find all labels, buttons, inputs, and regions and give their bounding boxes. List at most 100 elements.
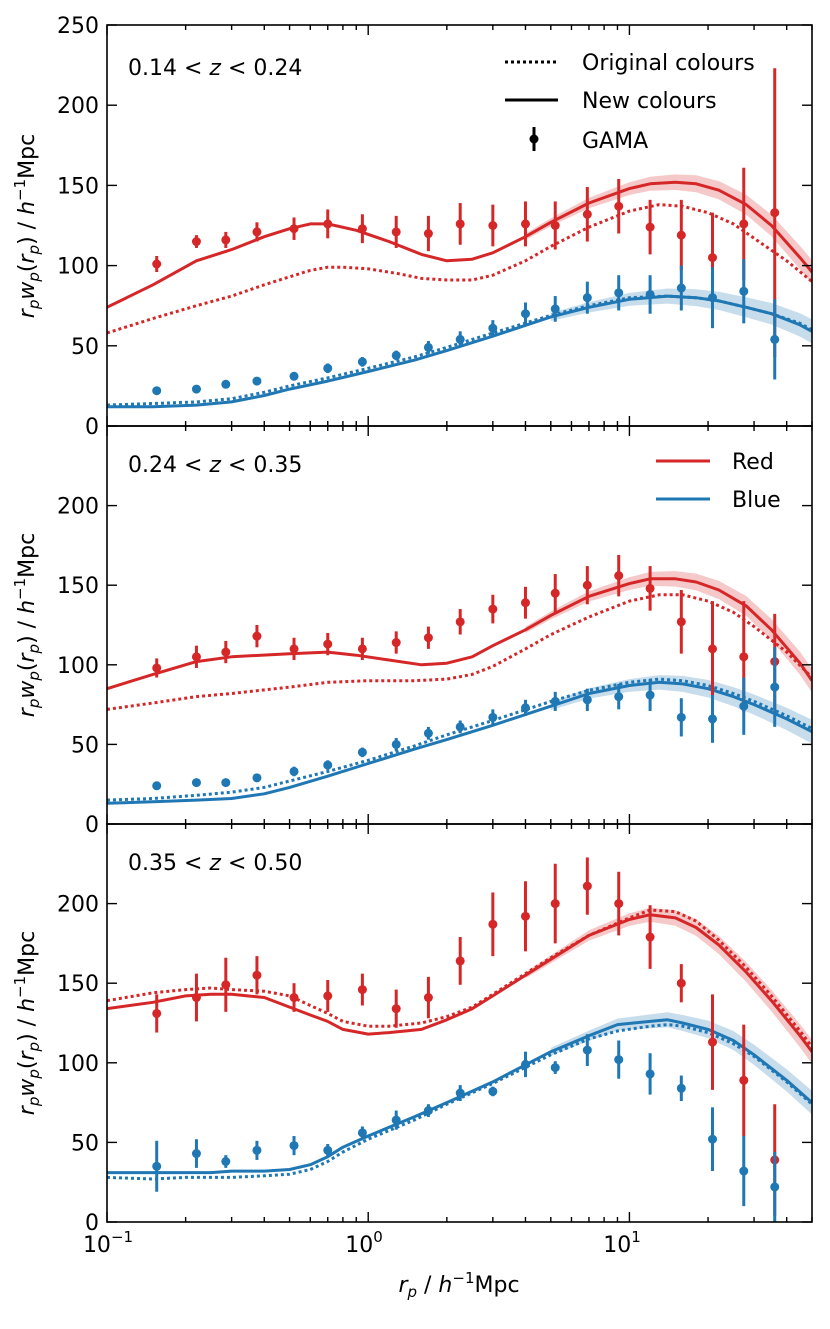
gama-blue-point [423,1104,433,1117]
gama-red-point [488,892,498,957]
gama-red-point [191,645,201,668]
gama-red-point [676,199,686,271]
gama-red-point [391,215,401,248]
gama-red-point [488,594,498,624]
gama-red-point [221,640,231,664]
gama-blue-point [676,698,686,737]
gama-red-point [708,994,718,1090]
gama-red-point [391,989,401,1028]
line-blue-orig [107,677,812,802]
line-blue-new [107,1018,812,1175]
gama-red-point [252,222,262,242]
gama-blue-point [323,1143,333,1157]
gama-red-point [488,204,498,247]
gama-red-point [323,632,333,656]
gama-blue-point [221,1155,231,1168]
gama-red-point [614,554,624,597]
gama-blue-point [423,726,433,740]
gama-red-point [152,994,162,1033]
gama-red-point [323,980,333,1012]
gama-red-point [676,964,686,1003]
y-tick-label: 100 [57,255,99,280]
gama-blue-point [708,1107,718,1172]
line-red-orig [107,908,812,1048]
gama-blue-point [191,778,201,788]
gama-blue-point [252,773,262,783]
panel-layers [107,68,812,1222]
line-blue-orig [107,294,812,407]
gama-red-point [423,215,433,252]
gama-blue-point [423,340,433,354]
gama-blue-point [582,281,592,314]
y-tick-label: 200 [57,495,99,520]
gama-blue-point [520,1051,530,1078]
y-tick-label: 0 [85,1211,99,1236]
gama-blue-point [221,778,231,788]
gama-red-point [582,187,592,242]
panel-frames [106,24,813,1223]
gama-red-point [289,637,299,661]
x-tick-label-1e0: 100 [345,1228,383,1258]
gama-blue-point [645,275,655,314]
line-blue-new [107,680,812,805]
gama-blue-point [488,1086,498,1097]
gama-red-point [252,956,262,995]
gama-blue-point [550,1061,560,1074]
gama-blue-point [152,1140,162,1192]
gama-red-point [289,983,299,1012]
gama-blue-point [550,296,560,322]
gama-red-point [520,881,530,952]
gama-red-point [582,857,592,915]
gama-blue-point [391,350,401,361]
gama-blue-point [152,386,162,396]
gama-red-point [391,631,401,654]
y-tick-label: 0 [85,813,99,838]
gama-red-point [550,574,560,613]
legend-line-style: Original colours New colours GAMA [505,51,755,154]
gama-blue-point [520,302,530,325]
gama-red-point [423,976,433,1019]
line-blue-new [107,294,812,409]
gama-blue-point [614,1040,624,1079]
gama-blue-point [455,1085,465,1102]
gama-blue-point [455,720,465,734]
gama-red-point [221,231,231,248]
legend-colour: Red Blue [656,450,781,513]
gama-blue-point [520,699,530,716]
gama-blue-point [357,1126,367,1140]
gama-blue-point [455,331,465,348]
gama-red-point [152,658,162,678]
band-blue_new [550,675,812,744]
gama-blue-point [676,265,686,311]
gama-red-point [520,586,530,619]
gama-red-point [423,626,433,649]
panel-middle [107,554,812,805]
ticks-layer: 0 50 100 150 200 250 0 50 100 150 200 0 50 100 150 200 [57,14,813,1236]
band-red_new [525,174,812,284]
panel-frame-bottom [106,823,813,1223]
y-tick-label: 200 [57,893,99,918]
gama-blue-point [645,1053,655,1095]
gama-blue-point [582,688,592,711]
gama-red-point [357,973,367,1006]
gama-blue-point [770,1151,780,1222]
gama-blue-point [614,275,624,311]
band-red_new [525,907,812,1064]
gama-blue-point [221,379,231,389]
gama-blue-point [645,679,655,711]
gama-blue-point [152,781,162,791]
gama-blue-point [357,747,367,758]
y-axis-label-top: rpwp(rp) / h−1Mpc [11,134,43,318]
gama-red-point [252,625,262,648]
gama-blue-point [391,738,401,751]
gama-blue-point [488,709,498,726]
gama-red-point [645,905,655,969]
gama-red-point [455,937,465,985]
gama-blue-point [550,691,560,711]
y-tick-label: 100 [57,654,99,679]
legend-label-gama: GAMA [582,129,648,154]
gama-blue-point [488,320,498,337]
line-red-orig [107,593,812,711]
y-axis-label-middle: rpwp(rp) / h−1Mpc [11,533,43,717]
line-red-new [107,913,812,1053]
